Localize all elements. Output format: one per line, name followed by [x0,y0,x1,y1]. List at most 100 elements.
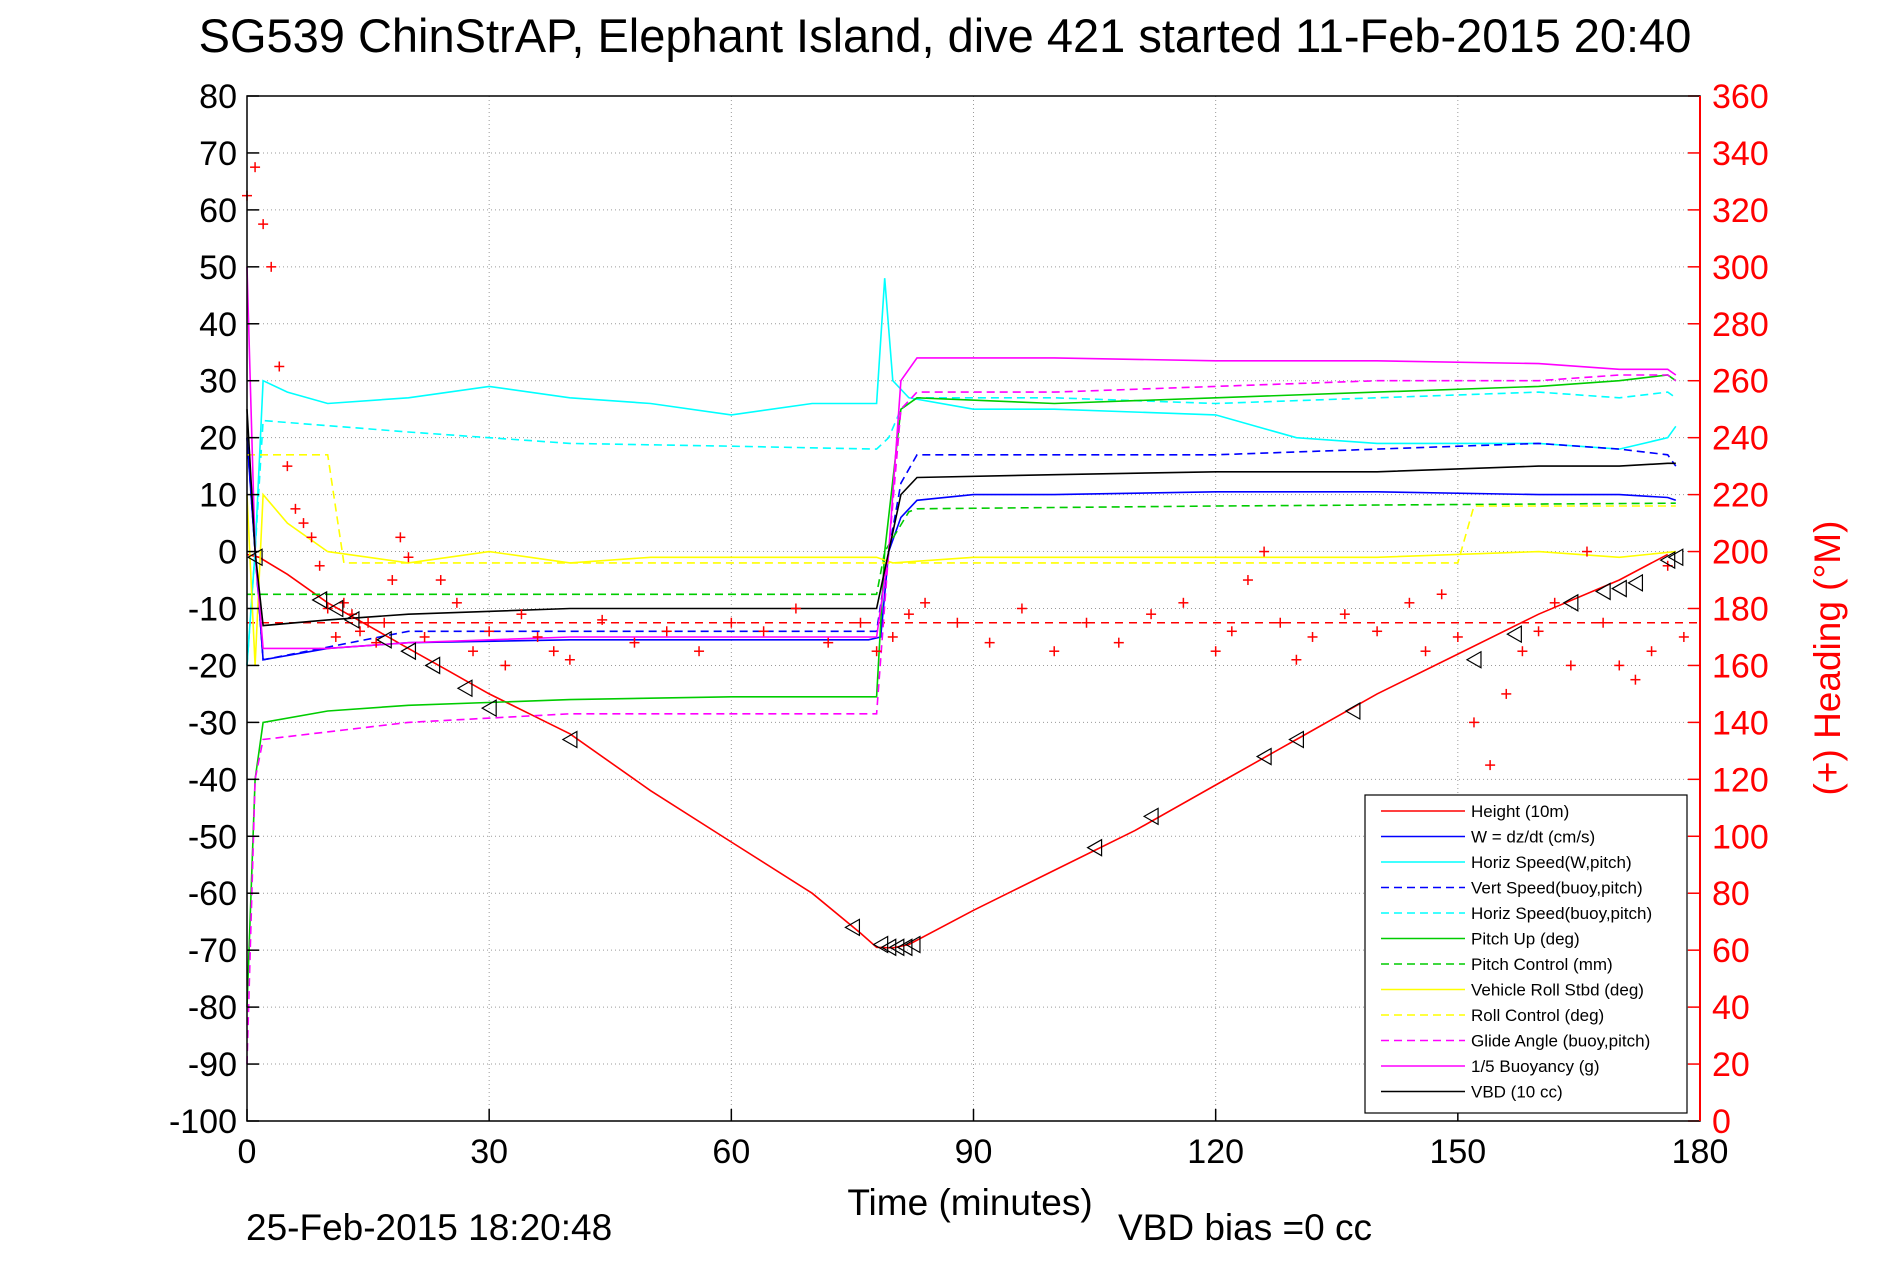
legend-label: Roll Control (deg) [1471,1006,1604,1025]
heading-point [871,646,882,657]
heading-point [661,626,672,637]
heading-point [548,646,559,657]
heading-point [758,626,769,637]
heading-point [338,597,349,608]
heading-point [330,631,341,642]
chart-title: SG539 ChinStrAP, Elephant Island, dive 4… [199,9,1692,62]
legend-box [1364,794,1688,1114]
y-tick-label: 70 [199,135,237,173]
heading-point [387,575,398,586]
y-right-tick-label: 0 [1712,1103,1731,1141]
heading-point [298,518,309,529]
legend-label: Pitch Up (deg) [1471,930,1580,949]
heading-point [306,532,317,543]
x-tick-label: 90 [955,1133,993,1171]
heading-point [1517,646,1528,657]
heading-point [1485,760,1496,771]
depth-marker [1611,579,1627,598]
series-line-3 [246,437,1677,661]
heading-point [250,162,261,173]
series-line-6 [247,502,1676,596]
heading-point [484,626,495,637]
heading-point [314,560,325,571]
y-right-tick-label: 200 [1712,534,1769,572]
y-tick-label: -50 [188,818,237,856]
depth-marker [1465,650,1482,669]
series-line-11 [246,409,1676,627]
heading-point [790,603,801,614]
heading-point [1146,609,1157,620]
heading-point [274,361,285,372]
x-tick-label: 150 [1429,1133,1486,1171]
heading-point [435,575,446,586]
axes [246,95,1701,1122]
y-tick-label: 60 [199,192,237,230]
heading-point [1436,589,1447,600]
x-axis-label: Time (minutes) [847,1182,1092,1223]
y-right-tick-label: 160 [1712,647,1769,685]
y-right-tick-label: 40 [1712,989,1750,1027]
x-tick-label: 180 [1672,1133,1729,1171]
legend-label: Horiz Speed(W,pitch) [1471,853,1632,872]
heading-point [282,461,293,472]
x-tick-label: 60 [712,1133,750,1171]
depth-marker [246,548,263,567]
heading-point [355,626,366,637]
heading-point [1113,637,1124,648]
depth-marker [376,630,392,649]
heading-point [363,617,374,628]
heading-point [564,654,575,665]
heading-point [1259,546,1270,557]
left-tick-labels: 80 70 60 50 40 30 20 10 0 -10 -20 -30 -40 -50 -60 -70 -8… [169,78,237,1141]
y-right-tick-label: 320 [1712,192,1769,230]
heading-point [1291,654,1302,665]
heading-point [1565,660,1576,671]
legend-label: VBD (10 cc) [1471,1083,1563,1102]
heading-point [1242,575,1253,586]
series-line-10 [246,266,1677,650]
heading-point [1549,597,1560,608]
y-tick-label: -80 [188,989,237,1027]
heading-point [855,617,866,628]
heading-point [379,617,390,628]
y-tick-label: 50 [199,249,237,287]
heading-point [629,637,640,648]
heading-point [1581,546,1592,557]
heading-point [532,631,543,642]
series-line-9 [246,374,1677,1065]
x-tick-label: 0 [238,1133,257,1171]
y-tick-label: 40 [199,306,237,344]
heading-point [823,637,834,648]
y-right-tick-label: 240 [1712,420,1769,458]
y-tick-label: -40 [188,761,237,799]
y-right-tick-label: 280 [1712,306,1769,344]
legend-label: Vehicle Roll Stbd (deg) [1471,981,1644,1000]
depth-marker [904,935,921,954]
y-right-tick-label: 220 [1712,477,1769,515]
depth-marker [343,610,360,629]
y-right-tick-label: 60 [1712,932,1750,970]
x-tick-label: 30 [470,1133,508,1171]
y-tick-label: -30 [188,704,237,742]
heading-point [1049,646,1060,657]
y-tick-label: -60 [188,875,237,913]
heading-point [694,646,705,657]
heading-point [887,631,898,642]
heading-point [1598,617,1609,628]
x-tick-label: 120 [1187,1133,1244,1171]
legend-label: 1/5 Buoyancy (g) [1471,1057,1600,1076]
y-right-tick-label: 260 [1712,363,1769,401]
y-right-tick-label: 120 [1712,761,1769,799]
legend-label: Horiz Speed(buoy,pitch) [1471,904,1652,923]
y-tick-label: 80 [199,78,237,116]
series-layer [246,266,1700,1065]
series-line-2 [246,278,1677,666]
depth-marker [424,656,441,675]
y-tick-label: 10 [199,477,237,515]
series-line-7 [246,492,1676,666]
heading-point [419,631,430,642]
depth-marker [844,918,861,937]
y-right-tick-label: 80 [1712,875,1750,913]
heading-point [984,637,995,648]
